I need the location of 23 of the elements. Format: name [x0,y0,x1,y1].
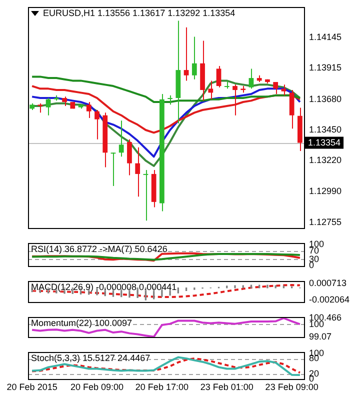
y-tick-label: 1.13450 [309,124,342,134]
y-tick-label: 80 [309,353,320,364]
x-tick-label: 20 Feb 09:00 [70,382,124,392]
chart-title: Stoch(5,3,3) 15.5127 24.4467 [31,352,150,362]
y-tick-label: 1.12990 [309,186,342,196]
x-tick-label: 20 Feb 2015 [6,382,58,392]
y-tick-label: 1.13915 [309,62,342,73]
ref-line-label: 1.13354 [308,137,341,148]
chart-title: EURUSD,H1 1.13556 1.13617 1.13292 1.13354 [43,8,236,18]
x-tick-label: 20 Feb 17:00 [135,382,188,392]
x-tick-label: 23 Feb 01:00 [200,382,254,392]
x-tick-label: 23 Feb 09:00 [265,382,318,392]
y-tick-label: 0.000713 [309,278,347,288]
y-tick-label: 1.14145 [309,32,342,42]
chart-title: MACD(12,26,9) -0.000008 0.000441 [31,282,177,292]
y-tick-label: 1.12755 [309,217,342,228]
y-tick-label: 30 [309,254,320,264]
chart-title: RSI(14) 36.8772 ->MA(7) 50.6426 [31,244,168,254]
y-tick-label: 99.07 [309,331,332,342]
y-tick-label: -0.002064 [309,294,350,305]
chart-title: Momentum(22) 100.0097 [31,318,132,328]
y-tick-label: 1.13680 [309,94,342,104]
y-tick-label: 1.13220 [309,155,342,166]
